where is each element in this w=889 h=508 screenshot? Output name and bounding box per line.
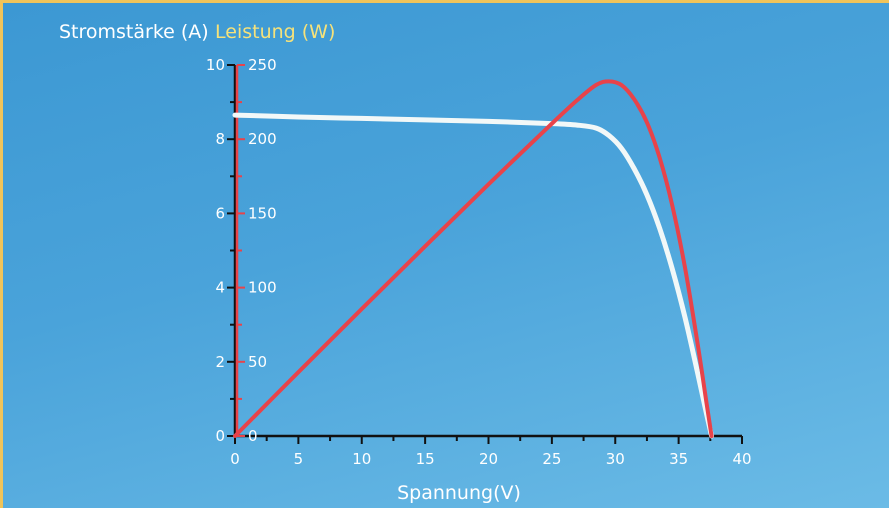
x-tick-label: 30: [606, 450, 625, 468]
current-curve: [232, 112, 715, 439]
y-left-tick-label: 4: [215, 279, 225, 297]
y-left-axis-label: Stromstärke (A): [59, 21, 209, 43]
y-right-axis-label: Leistung (W): [215, 21, 335, 43]
y-right-tick-label: 250: [248, 56, 277, 74]
y-left-tick-label: 6: [215, 204, 225, 222]
x-tick-label: 40: [732, 450, 751, 468]
x-tick-label: 5: [294, 450, 304, 468]
x-axis-label: Spannung(V): [397, 482, 521, 504]
y-left-tick-label: 2: [215, 353, 225, 371]
y-right-tick-label: 0: [248, 427, 258, 445]
x-tick-label: 15: [416, 450, 435, 468]
x-tick-label: 0: [230, 450, 240, 468]
y-left-tick-label: 8: [215, 130, 225, 148]
y-right-tick-label: 150: [248, 204, 277, 222]
x-tick-label: 20: [479, 450, 498, 468]
iv-power-chart: Stromstärke (A) Leistung (W) Spannung(V)…: [59, 21, 752, 504]
x-tick-label: 10: [352, 450, 371, 468]
x-tick-label: 35: [669, 450, 688, 468]
x-tick-label: 25: [542, 450, 561, 468]
power-curve: [233, 79, 714, 438]
y-right-tick-label: 50: [248, 353, 267, 371]
y-left-tick-label: 0: [215, 427, 225, 445]
plot-area: [232, 79, 715, 439]
y-left-tick-label: 10: [206, 56, 225, 74]
y-right-tick-label: 200: [248, 130, 277, 148]
y-right-tick-label: 100: [248, 279, 277, 297]
